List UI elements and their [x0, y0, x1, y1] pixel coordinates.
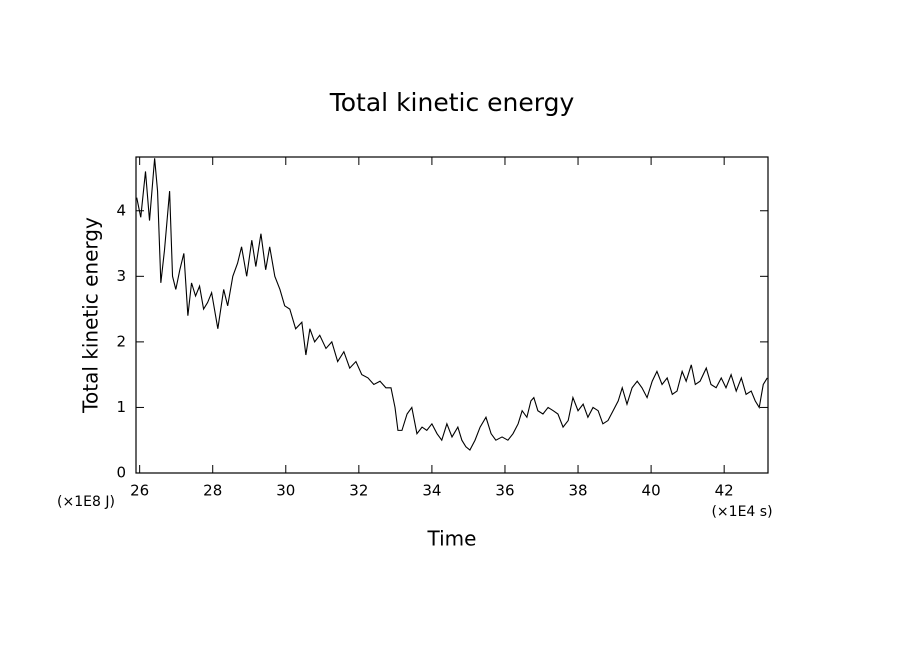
data-line — [136, 158, 768, 451]
x-tick-label: 38 — [568, 482, 587, 500]
y-axis-label: Total kinetic energy — [79, 217, 103, 414]
x-tick-label: 34 — [422, 482, 441, 500]
y-tick-label: 1 — [116, 398, 126, 416]
x-tick-label: 32 — [349, 482, 368, 500]
y-tick-label: 0 — [116, 464, 126, 482]
chart-title: Total kinetic energy — [329, 88, 575, 117]
y-tick-label: 2 — [116, 332, 126, 350]
plot-frame — [135, 156, 769, 474]
y-tick-label: 3 — [116, 267, 126, 285]
x-tick-label: 42 — [715, 482, 734, 500]
x-axis-label: Time — [427, 527, 477, 551]
x-tick-label: 36 — [495, 482, 514, 500]
x-tick-label: 28 — [203, 482, 222, 500]
y-unit-label: (×1E8 J) — [57, 494, 115, 510]
x-unit-label: (×1E4 s) — [711, 504, 772, 520]
x-tick-label: 26 — [130, 482, 149, 500]
x-tick-label: 40 — [642, 482, 661, 500]
x-tick-label: 30 — [276, 482, 295, 500]
y-tick-label: 4 — [116, 201, 126, 219]
